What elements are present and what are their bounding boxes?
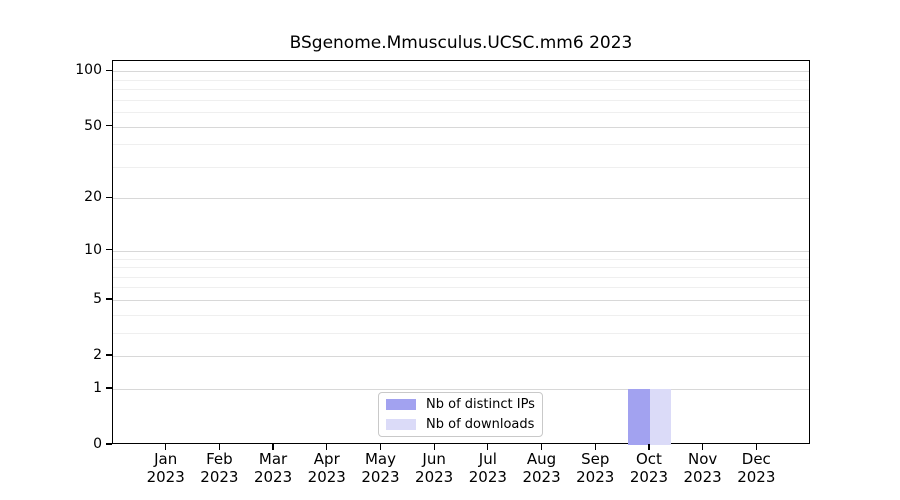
y-tick-mark [106, 249, 112, 251]
y-major-gridline [113, 250, 809, 252]
bar-downloads [649, 388, 672, 445]
y-tick-mark [106, 196, 112, 199]
x-tick-mark [433, 444, 435, 450]
y-minor-gridline [113, 99, 809, 101]
y-tick-mark [106, 354, 112, 356]
y-tick-label: 10 [84, 241, 102, 258]
x-tick-label: Apr 2023 [307, 450, 346, 486]
x-tick-mark [594, 444, 596, 450]
y-minor-gridline [113, 258, 809, 260]
x-tick-label: Sep 2023 [576, 450, 615, 486]
x-tick-mark [326, 444, 328, 450]
x-tick-mark [540, 444, 543, 450]
legend-label-downloads: Nb of downloads [426, 417, 535, 432]
x-tick-mark [648, 444, 650, 450]
y-tick-label: 20 [84, 189, 102, 206]
x-tick-mark [487, 444, 489, 450]
x-tick-label: Jul 2023 [468, 450, 507, 486]
x-tick-label: Oct 2023 [629, 450, 669, 486]
y-minor-gridline [113, 166, 809, 168]
y-major-gridline [113, 71, 809, 73]
y-major-gridline [113, 356, 809, 358]
x-tick-mark [701, 444, 704, 450]
y-tick-label: 50 [84, 117, 102, 134]
y-tick-label: 0 [93, 436, 102, 452]
x-tick-label: Feb 2023 [200, 450, 239, 486]
chart-title: BSgenome.Mmusculus.UCSC.mm6 2023 [289, 33, 633, 53]
bar-distinct-ips [628, 388, 650, 445]
y-tick-label: 1 [93, 379, 102, 396]
y-tick-mark [106, 443, 112, 445]
y-tick-mark [106, 69, 112, 71]
y-tick-mark [106, 387, 112, 389]
plot-area [112, 60, 810, 445]
y-tick-mark [106, 124, 112, 127]
y-minor-gridline [113, 112, 809, 114]
y-tick-label: 100 [75, 62, 102, 79]
y-major-gridline [113, 126, 809, 128]
y-minor-gridline [113, 79, 809, 81]
x-tick-label: Jun 2023 [415, 450, 454, 486]
y-tick-label: 5 [93, 290, 102, 307]
y-minor-gridline [113, 267, 809, 269]
x-tick-mark [165, 444, 167, 450]
y-tick-label: 2 [93, 347, 102, 364]
y-tick-mark [106, 298, 112, 300]
x-tick-label: Dec 2023 [737, 450, 776, 486]
distinct-ips-swatch-icon [386, 399, 416, 410]
x-tick-label: Aug 2023 [522, 450, 561, 486]
y-minor-gridline [113, 144, 809, 146]
y-minor-gridline [113, 314, 809, 316]
x-tick-mark [755, 444, 757, 450]
x-tick-label: Nov 2023 [683, 450, 722, 486]
y-minor-gridline [113, 332, 809, 334]
legend-item-distinct-ips: Nb of distinct IPs [386, 396, 542, 413]
x-tick-label: Mar 2023 [253, 450, 293, 486]
downloads-swatch-icon [386, 419, 416, 430]
y-minor-gridline [113, 287, 809, 289]
y-major-gridline [113, 388, 809, 390]
legend-label-distinct-ips: Nb of distinct IPs [426, 397, 535, 412]
legend-item-downloads: Nb of downloads [386, 416, 542, 433]
x-tick-mark [379, 444, 382, 450]
y-minor-gridline [113, 89, 809, 91]
y-major-gridline [113, 299, 809, 301]
y-major-gridline [113, 198, 809, 200]
x-tick-label: May 2023 [361, 450, 400, 486]
legend: Nb of distinct IPs Nb of downloads [378, 392, 543, 437]
x-tick-mark [272, 444, 274, 450]
y-minor-gridline [113, 276, 809, 278]
x-tick-mark [218, 444, 221, 450]
x-tick-label: Jan 2023 [146, 450, 185, 486]
